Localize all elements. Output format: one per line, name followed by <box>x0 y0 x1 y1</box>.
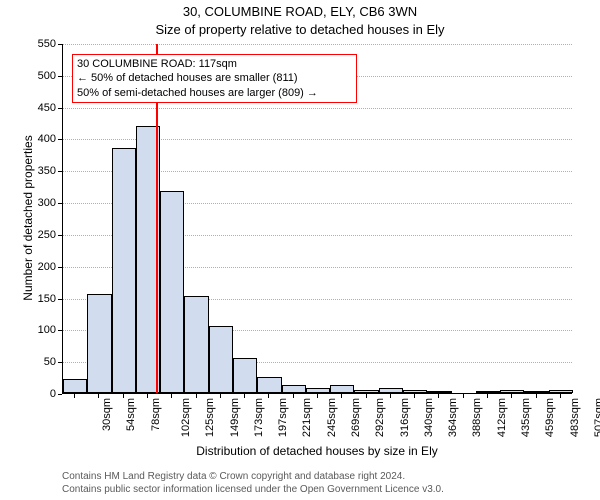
xtick-mark <box>220 394 221 398</box>
ytick-label: 150 <box>0 293 56 305</box>
chart-subtitle: Size of property relative to detached ho… <box>0 22 600 37</box>
bar <box>476 391 500 393</box>
xtick-label: 364sqm <box>447 398 459 437</box>
ytick-mark <box>58 76 62 77</box>
ytick-label: 100 <box>0 324 56 336</box>
annotation-line: 50% of semi-detached houses are larger (… <box>77 86 352 100</box>
xtick-mark <box>390 394 391 398</box>
ytick-mark <box>58 267 62 268</box>
bar <box>87 294 111 393</box>
ytick-label: 550 <box>0 38 56 50</box>
ytick-mark <box>58 44 62 45</box>
bar <box>160 191 184 393</box>
xtick-label: 340sqm <box>423 398 435 437</box>
bar <box>282 385 306 393</box>
ytick-mark <box>58 235 62 236</box>
bar <box>500 390 524 393</box>
ytick-label: 200 <box>0 261 56 273</box>
xtick-label: 412sqm <box>496 398 508 437</box>
xtick-mark <box>511 394 512 398</box>
ytick-mark <box>58 171 62 172</box>
ytick-label: 450 <box>0 102 56 114</box>
ytick-mark <box>58 362 62 363</box>
xtick-label: 245sqm <box>326 398 338 437</box>
xtick-mark <box>196 394 197 398</box>
ytick-label: 0 <box>0 388 56 400</box>
xtick-mark <box>560 394 561 398</box>
xtick-mark <box>123 394 124 398</box>
ytick-label: 400 <box>0 133 56 145</box>
xtick-label: 507sqm <box>593 398 600 437</box>
xtick-mark <box>74 394 75 398</box>
bar <box>257 377 281 393</box>
footer-line-2: Contains public sector information licen… <box>62 484 444 497</box>
xtick-label: 149sqm <box>229 398 241 437</box>
x-axis-label: Distribution of detached houses by size … <box>62 444 572 458</box>
xtick-label: 30sqm <box>101 398 113 431</box>
bar <box>209 326 233 393</box>
xtick-mark <box>293 394 294 398</box>
xtick-mark <box>317 394 318 398</box>
bar <box>403 390 427 393</box>
bar <box>427 391 451 393</box>
xtick-label: 197sqm <box>277 398 289 437</box>
bar <box>63 379 87 393</box>
ytick-label: 250 <box>0 229 56 241</box>
footer-line-1: Contains HM Land Registry data © Crown c… <box>62 471 444 484</box>
ytick-mark <box>58 394 62 395</box>
bar <box>112 148 136 393</box>
bar <box>306 388 330 393</box>
xtick-mark <box>536 394 537 398</box>
xtick-label: 459sqm <box>544 398 556 437</box>
xtick-mark <box>98 394 99 398</box>
figure: 30, COLUMBINE ROAD, ELY, CB6 3WN Size of… <box>0 0 600 500</box>
xtick-mark <box>438 394 439 398</box>
xtick-label: 316sqm <box>399 398 411 437</box>
ytick-mark <box>58 139 62 140</box>
bar <box>549 390 573 393</box>
gridline <box>63 44 572 45</box>
xtick-label: 269sqm <box>350 398 362 437</box>
xtick-label: 435sqm <box>520 398 532 437</box>
ytick-label: 50 <box>0 356 56 368</box>
xtick-mark <box>366 394 367 398</box>
xtick-mark <box>147 394 148 398</box>
xtick-label: 78sqm <box>150 398 162 431</box>
xtick-mark <box>244 394 245 398</box>
xtick-label: 102sqm <box>180 398 192 437</box>
y-axis-label: Number of detached properties <box>21 118 35 318</box>
xtick-label: 54sqm <box>125 398 137 431</box>
annotation-line: ← 50% of detached houses are smaller (81… <box>77 71 352 85</box>
annotation-line: 30 COLUMBINE ROAD: 117sqm <box>77 57 352 71</box>
ytick-label: 350 <box>0 165 56 177</box>
gridline <box>63 108 572 109</box>
annotation-box: 30 COLUMBINE ROAD: 117sqm← 50% of detach… <box>72 54 357 103</box>
xtick-mark <box>487 394 488 398</box>
xtick-label: 483sqm <box>569 398 581 437</box>
bar <box>330 385 354 393</box>
ytick-mark <box>58 203 62 204</box>
bar <box>354 390 378 393</box>
bar <box>379 388 403 393</box>
xtick-mark <box>414 394 415 398</box>
xtick-label: 221sqm <box>302 398 314 437</box>
xtick-label: 173sqm <box>253 398 265 437</box>
footer-attribution: Contains HM Land Registry data © Crown c… <box>62 471 444 496</box>
ytick-mark <box>58 299 62 300</box>
xtick-label: 388sqm <box>472 398 484 437</box>
chart-title: 30, COLUMBINE ROAD, ELY, CB6 3WN <box>0 4 600 19</box>
bar <box>184 296 208 393</box>
ytick-mark <box>58 330 62 331</box>
ytick-label: 300 <box>0 197 56 209</box>
xtick-label: 292sqm <box>374 398 386 437</box>
xtick-mark <box>268 394 269 398</box>
ytick-label: 500 <box>0 70 56 82</box>
xtick-mark <box>171 394 172 398</box>
ytick-mark <box>58 108 62 109</box>
bar <box>233 358 257 393</box>
xtick-mark <box>463 394 464 398</box>
xtick-mark <box>341 394 342 398</box>
bar <box>524 391 548 393</box>
xtick-label: 125sqm <box>204 398 216 437</box>
